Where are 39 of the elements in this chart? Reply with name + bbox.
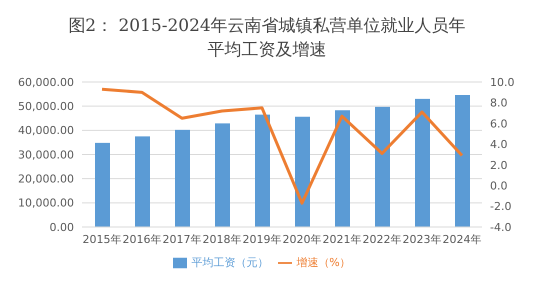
x-tick-label: 2019年 (242, 232, 282, 246)
x-tick-label: 2021年 (322, 232, 362, 246)
y-tick-label: 30,000.00 (18, 148, 74, 162)
x-tick-label: 2024年 (442, 232, 482, 246)
y-tick-label: 10,000.00 (18, 196, 74, 210)
bar (375, 106, 390, 227)
bar (215, 123, 230, 227)
bar (135, 136, 150, 227)
bar (175, 130, 190, 227)
y2-tick-label: -4.0 (490, 220, 512, 234)
bar (335, 110, 350, 227)
y-tick-label: 50,000.00 (18, 100, 74, 114)
y2-tick-label: 0.0 (490, 179, 508, 192)
x-tick-label: 2022年 (362, 232, 402, 246)
y-tick-label: 60,000.00 (18, 76, 74, 89)
chart-title: 图2： 2015-2024年云南省城镇私营单位就业人员年平均工资及增速 (67, 15, 467, 62)
y2-tick-label: 2.0 (490, 158, 508, 172)
x-tick-label: 2018年 (202, 232, 242, 246)
y-tick-label: 20,000.00 (18, 172, 74, 186)
line-series (100, 88, 464, 205)
y2-tick-label: 6.0 (490, 117, 508, 130)
legend-label: 平均工资（元） (191, 256, 268, 269)
bar (455, 95, 470, 227)
bar (95, 142, 110, 227)
y2-tick-label: -2.0 (490, 200, 512, 214)
bar (255, 114, 270, 227)
x-tick-label: 2020年 (282, 232, 322, 246)
x-tick-label: 2015年 (82, 232, 122, 246)
y2-tick-label: 4.0 (490, 138, 508, 152)
y2-tick-label: 8.0 (490, 96, 508, 110)
bar (295, 116, 310, 227)
y2-tick-label: 10.0 (490, 76, 514, 89)
x-tick-label: 2017年 (162, 232, 202, 246)
x-tick-label: 2016年 (122, 232, 162, 246)
x-tick-label: 2023年 (402, 232, 442, 246)
y-tick-label: 0.00 (50, 220, 74, 234)
legend-label: 增速（%） (296, 256, 351, 269)
bar (415, 98, 430, 227)
y-tick-label: 40,000.00 (18, 124, 74, 138)
